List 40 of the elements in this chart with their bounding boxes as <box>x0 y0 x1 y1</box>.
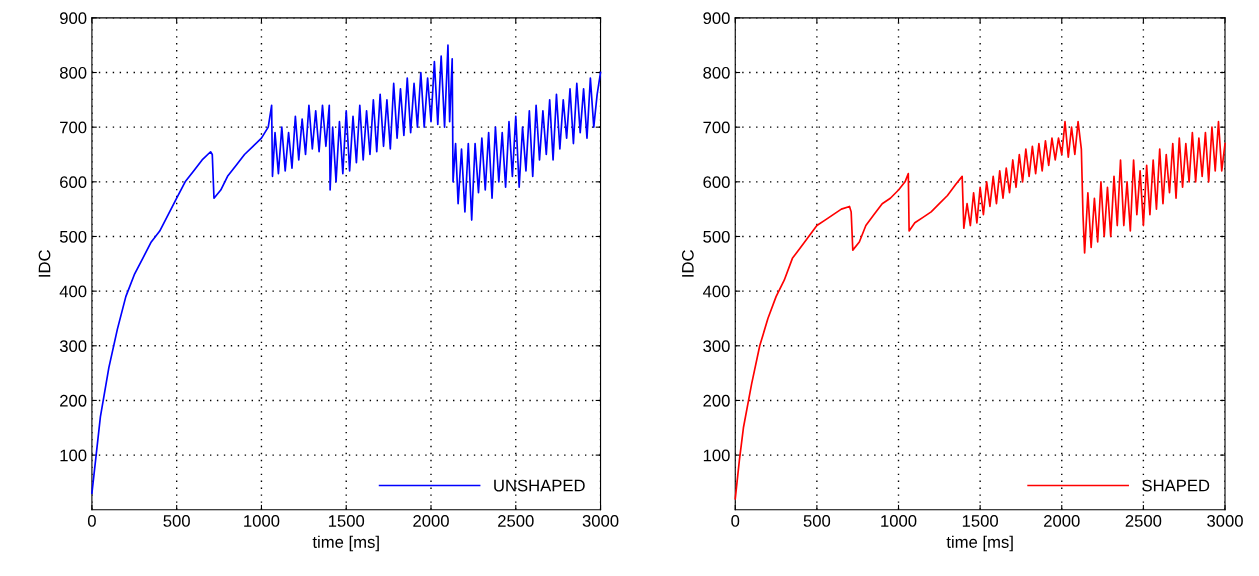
y-axis-title: IDC <box>38 250 51 277</box>
y-tick-label: 800 <box>703 66 730 79</box>
x-tick-label: 2000 <box>413 515 449 527</box>
y-tick-label: 300 <box>59 340 87 352</box>
x-tick-label: 1000 <box>881 515 917 527</box>
y-tick-label: 300 <box>703 340 730 352</box>
x-axis-title: time [ms] <box>312 535 379 552</box>
y-tick-label: 900 <box>60 12 87 25</box>
line-series <box>734 120 1226 500</box>
y-tick-label: 100 <box>60 449 87 462</box>
x-tick-label: 0 <box>731 515 740 527</box>
x-tick-label: 500 <box>803 515 831 527</box>
x-tick-label: 1000 <box>244 515 280 527</box>
y-tick-label: 800 <box>59 66 87 79</box>
y-tick-label: 700 <box>60 121 87 134</box>
line-series <box>91 44 602 495</box>
y-tick-label: 700 <box>703 121 730 134</box>
y-tick-label: 600 <box>60 176 87 189</box>
y-axis-title: IDC <box>681 250 694 277</box>
x-tick-label: 1500 <box>328 515 365 527</box>
y-tick-label: 200 <box>60 394 87 407</box>
x-tick-label: 2500 <box>1125 515 1162 527</box>
y-tick-label: 600 <box>703 176 730 189</box>
x-tick-label: 2500 <box>498 515 534 527</box>
x-tick-label: 1500 <box>962 515 999 527</box>
y-tick-label: 500 <box>59 230 87 243</box>
x-axis-title: time [ms] <box>946 535 1013 552</box>
x-tick-label: 3000 <box>1207 515 1243 527</box>
y-tick-label: 200 <box>703 394 730 407</box>
text: SHAPED <box>1142 479 1210 492</box>
text: UNSHAPED <box>494 479 585 492</box>
y-tick-label: 100 <box>703 449 730 462</box>
x-tick-label: 0 <box>87 515 96 527</box>
y-tick-label: 900 <box>703 12 730 25</box>
y-tick-label: 400 <box>59 285 87 298</box>
x-tick-label: 2000 <box>1044 515 1080 527</box>
y-tick-label: 500 <box>703 230 730 243</box>
x-tick-label: 3000 <box>582 515 619 527</box>
y-tick-label: 400 <box>702 285 730 298</box>
x-tick-label: 500 <box>163 515 190 527</box>
